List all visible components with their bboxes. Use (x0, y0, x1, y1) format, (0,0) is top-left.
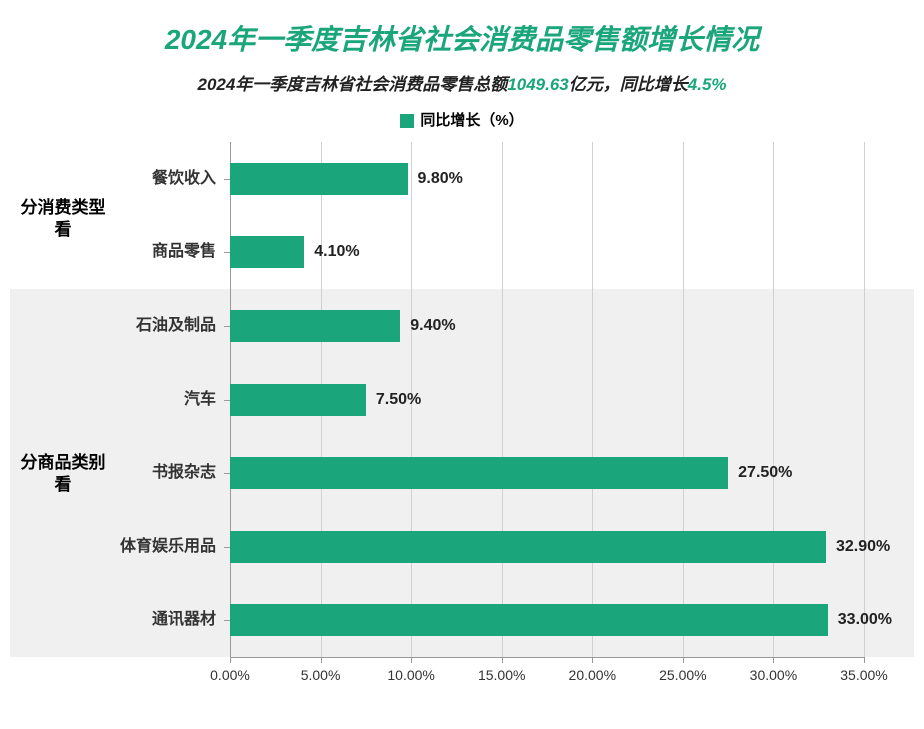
legend-label: 同比增长（%） (420, 112, 523, 129)
category-label: 通讯器材 (152, 604, 230, 636)
x-tick (773, 657, 774, 663)
bar-row: 体育娱乐用品32.90% (230, 531, 864, 563)
x-tick-label: 10.00% (387, 667, 434, 683)
x-tick (411, 657, 412, 663)
bar-row: 通讯器材33.00% (230, 604, 864, 636)
subtitle-value-2: 4.5% (688, 75, 727, 94)
category-label: 石油及制品 (136, 310, 230, 342)
category-label: 体育娱乐用品 (120, 531, 230, 563)
bar-row: 石油及制品9.40% (230, 310, 864, 342)
x-tick (864, 657, 865, 663)
x-tick-label: 5.00% (301, 667, 341, 683)
bar-row: 餐饮收入9.80% (230, 163, 864, 195)
y-tick (224, 620, 230, 621)
x-axis-line (230, 657, 864, 658)
value-label: 9.40% (400, 310, 455, 342)
bar-row: 汽车7.50% (230, 384, 864, 416)
subtitle-prefix: 2024年一季度吉林省社会消费品零售总额 (197, 75, 507, 94)
bar-row: 商品零售4.10% (230, 236, 864, 268)
bar: 4.10% (230, 236, 304, 268)
x-tick (321, 657, 322, 663)
value-label: 7.50% (366, 384, 421, 416)
y-tick (224, 473, 230, 474)
group-label: 分商品类别看 (18, 452, 108, 496)
bar: 33.00% (230, 604, 828, 636)
value-label: 4.10% (304, 236, 359, 268)
x-tick (592, 657, 593, 663)
bar: 7.50% (230, 384, 366, 416)
x-tick (502, 657, 503, 663)
legend: 同比增长（%） (0, 103, 924, 142)
y-tick (224, 326, 230, 327)
bar: 9.80% (230, 163, 408, 195)
x-tick-label: 15.00% (478, 667, 525, 683)
y-tick (224, 400, 230, 401)
subtitle-value-1: 1049.63 (507, 75, 568, 94)
value-label: 32.90% (826, 531, 890, 563)
category-label: 餐饮收入 (152, 163, 230, 195)
x-axis: 0.00%5.00%10.00%15.00%20.00%25.00%30.00%… (230, 657, 864, 702)
gridline (864, 142, 865, 657)
legend-marker (400, 114, 414, 128)
x-tick-label: 20.00% (569, 667, 616, 683)
y-tick (224, 547, 230, 548)
value-label: 33.00% (828, 604, 892, 636)
x-tick (683, 657, 684, 663)
x-tick-label: 30.00% (750, 667, 797, 683)
bar: 9.40% (230, 310, 400, 342)
chart-title: 2024年一季度吉林省社会消费品零售额增长情况 (0, 0, 924, 66)
x-tick-label: 35.00% (840, 667, 887, 683)
bar: 27.50% (230, 457, 728, 489)
y-tick (224, 252, 230, 253)
plot-area: 餐饮收入9.80% 商品零售4.10% 石油及制品9.40% 汽车7.50% 书报杂志2… (230, 142, 864, 657)
subtitle-mid: 亿元，同比增长 (569, 75, 688, 94)
group-label: 分消费类型看 (18, 197, 108, 241)
x-tick-label: 25.00% (659, 667, 706, 683)
x-tick-label: 0.00% (210, 667, 250, 683)
bar-row: 书报杂志27.50% (230, 457, 864, 489)
category-label: 商品零售 (152, 236, 230, 268)
value-label: 9.80% (408, 163, 463, 195)
value-label: 27.50% (728, 457, 792, 489)
chart-area: 分消费类型看分商品类别看 餐饮收入9.80%商品零售4.10%石油及制品9.40… (10, 142, 914, 702)
category-label: 书报杂志 (152, 457, 230, 489)
y-tick (224, 179, 230, 180)
x-tick (230, 657, 231, 663)
bar: 32.90% (230, 531, 826, 563)
chart-subtitle: 2024年一季度吉林省社会消费品零售总额1049.63亿元，同比增长4.5% (0, 66, 924, 103)
